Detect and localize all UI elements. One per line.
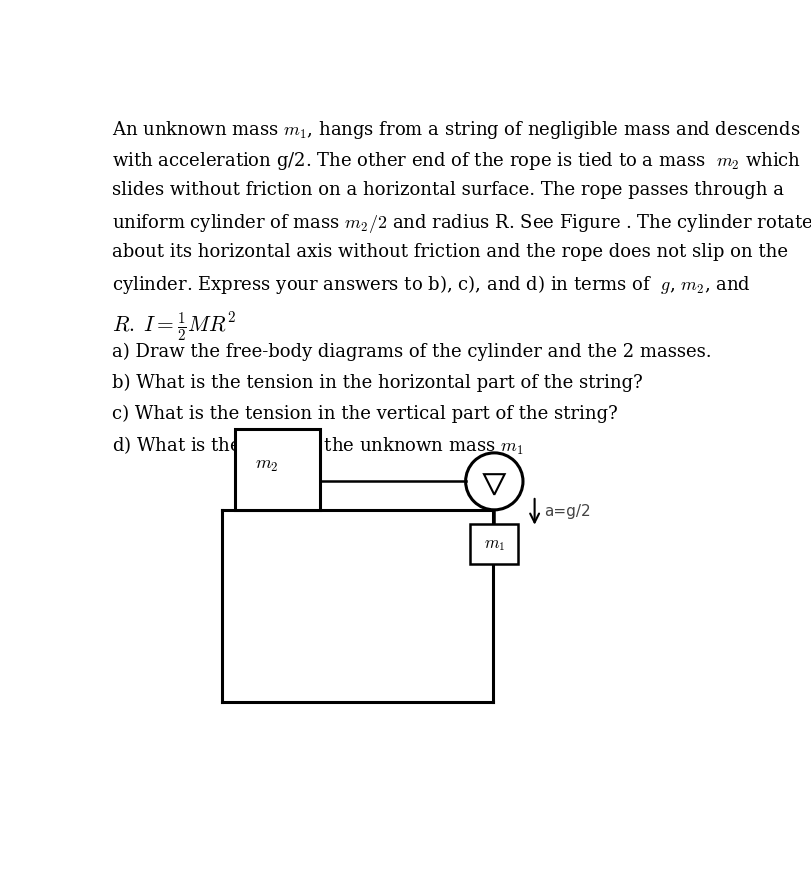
Text: c) What is the tension in the vertical part of the string?: c) What is the tension in the vertical p…: [111, 404, 616, 422]
Text: slides without friction on a horizontal surface. The rope passes through a: slides without friction on a horizontal …: [111, 181, 783, 199]
Text: cylinder. Express your answers to b), c), and d) in terms of  $g$, $m_2$, and: cylinder. Express your answers to b), c)…: [111, 274, 749, 297]
Text: uniform cylinder of mass $m_2/2$ and radius R. See Figure . The cylinder rotates: uniform cylinder of mass $m_2/2$ and rad…: [111, 212, 811, 235]
Text: An unknown mass $m_1$, hangs from a string of negligible mass and descends: An unknown mass $m_1$, hangs from a stri…: [111, 120, 799, 142]
Bar: [470, 524, 517, 564]
Text: $m_2$: $m_2$: [255, 457, 279, 474]
Text: d) What is the value of the unknown mass $m_1$: d) What is the value of the unknown mass…: [111, 435, 522, 458]
Text: $m_1$: $m_1$: [483, 535, 504, 553]
Text: about its horizontal axis without friction and the rope does not slip on the: about its horizontal axis without fricti…: [111, 243, 787, 260]
Text: $R.\; I = \frac{1}{2}MR^2$: $R.\; I = \frac{1}{2}MR^2$: [111, 311, 235, 343]
Text: b) What is the tension in the horizontal part of the string?: b) What is the tension in the horizontal…: [111, 373, 642, 392]
Text: with acceleration g/2. The other end of the rope is tied to a mass  $m_2$ which: with acceleration g/2. The other end of …: [111, 150, 800, 172]
Bar: [234, 429, 320, 510]
Text: a) Draw the free-body diagrams of the cylinder and the 2 masses.: a) Draw the free-body diagrams of the cy…: [111, 343, 710, 361]
Text: a=g/2: a=g/2: [543, 504, 590, 519]
